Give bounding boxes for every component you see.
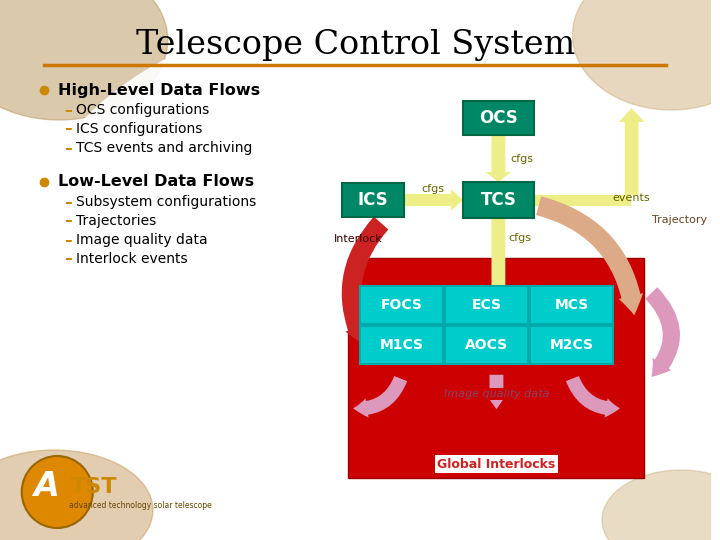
Text: M1CS: M1CS xyxy=(379,338,423,352)
FancyArrowPatch shape xyxy=(353,376,408,417)
Text: cfgs: cfgs xyxy=(422,184,445,194)
Polygon shape xyxy=(618,108,644,195)
FancyBboxPatch shape xyxy=(343,183,404,217)
Text: advanced technology solar telescope: advanced technology solar telescope xyxy=(69,501,212,510)
FancyBboxPatch shape xyxy=(348,258,644,478)
FancyBboxPatch shape xyxy=(530,286,613,324)
Text: M2CS: M2CS xyxy=(549,338,593,352)
Text: Subsystem configurations: Subsystem configurations xyxy=(76,195,256,209)
Text: –: – xyxy=(64,252,72,267)
Text: OCS: OCS xyxy=(479,109,518,127)
Text: Trajectory: Trajectory xyxy=(652,215,708,225)
Text: A: A xyxy=(33,470,59,503)
Text: Telescope Control System: Telescope Control System xyxy=(135,29,575,61)
Polygon shape xyxy=(485,218,511,308)
Ellipse shape xyxy=(602,470,720,540)
Polygon shape xyxy=(485,135,511,182)
FancyArrowPatch shape xyxy=(342,217,388,346)
Text: Global Interlocks: Global Interlocks xyxy=(437,457,556,470)
Text: cfgs: cfgs xyxy=(508,233,531,243)
Text: OCS configurations: OCS configurations xyxy=(76,103,210,117)
Circle shape xyxy=(22,456,93,528)
Text: ICS: ICS xyxy=(358,191,388,209)
Text: Image quality data: Image quality data xyxy=(76,233,207,247)
FancyBboxPatch shape xyxy=(530,326,613,364)
Ellipse shape xyxy=(0,450,153,540)
Text: –: – xyxy=(64,122,72,137)
FancyBboxPatch shape xyxy=(445,286,528,324)
Text: TCS: TCS xyxy=(480,191,516,209)
FancyBboxPatch shape xyxy=(463,182,534,218)
FancyArrowPatch shape xyxy=(487,375,506,409)
FancyArrowPatch shape xyxy=(536,196,643,315)
Text: MCS: MCS xyxy=(554,298,588,312)
Text: Interlock: Interlock xyxy=(334,234,382,244)
Ellipse shape xyxy=(572,0,720,110)
Text: –: – xyxy=(64,194,72,210)
FancyBboxPatch shape xyxy=(360,326,443,364)
Text: TCS events and archiving: TCS events and archiving xyxy=(76,141,253,155)
Text: High-Level Data Flows: High-Level Data Flows xyxy=(58,83,261,98)
Ellipse shape xyxy=(19,15,691,525)
Text: Trajectories: Trajectories xyxy=(76,214,156,228)
Text: Low-Level Data Flows: Low-Level Data Flows xyxy=(58,174,254,190)
Text: –: – xyxy=(64,213,72,228)
Polygon shape xyxy=(404,189,463,211)
FancyBboxPatch shape xyxy=(360,286,443,324)
FancyBboxPatch shape xyxy=(445,326,528,364)
Ellipse shape xyxy=(0,0,168,120)
Text: TST: TST xyxy=(71,477,117,497)
Text: Image quality data: Image quality data xyxy=(444,389,549,399)
Text: –: – xyxy=(64,140,72,156)
Text: cfgs: cfgs xyxy=(510,153,534,164)
FancyArrowPatch shape xyxy=(566,376,620,417)
Text: events: events xyxy=(612,193,649,203)
Text: FOCS: FOCS xyxy=(381,298,423,312)
Text: –: – xyxy=(64,103,72,118)
FancyBboxPatch shape xyxy=(463,101,534,135)
Text: AOCS: AOCS xyxy=(465,338,508,352)
FancyArrowPatch shape xyxy=(645,287,680,377)
Text: ECS: ECS xyxy=(472,298,502,312)
Text: Interlock events: Interlock events xyxy=(76,252,188,266)
Text: –: – xyxy=(64,233,72,247)
Text: ICS configurations: ICS configurations xyxy=(76,122,202,136)
